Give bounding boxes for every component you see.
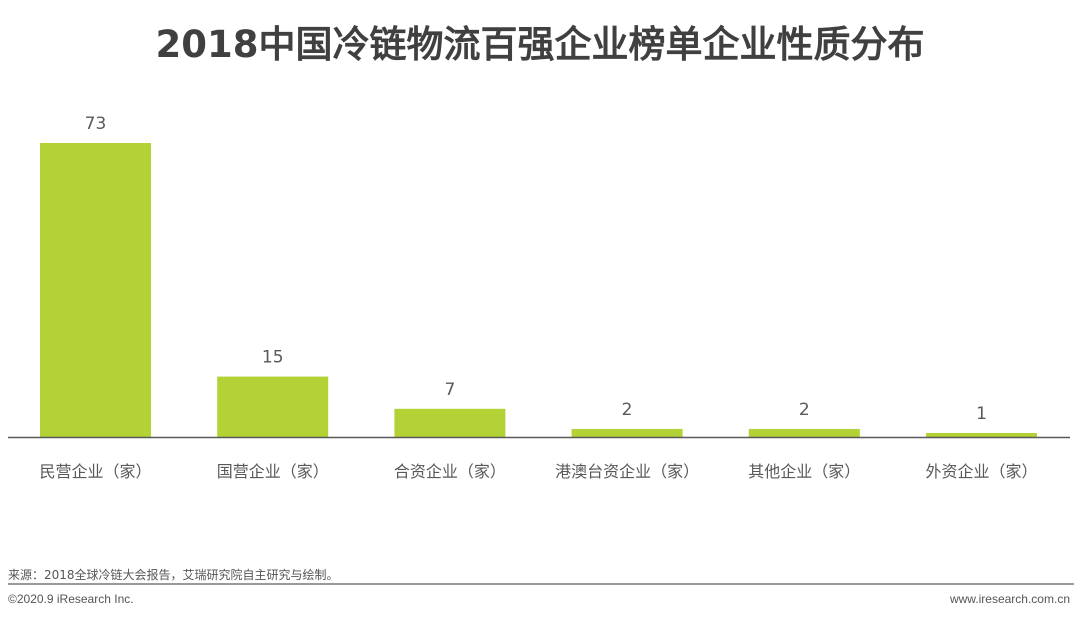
data-label: 15 bbox=[262, 348, 284, 368]
copyright: ©2020.9 iResearch Inc. bbox=[8, 592, 134, 606]
category-label: 港澳台资企业（家） bbox=[555, 462, 699, 481]
website-link[interactable]: www.iresearch.com.cn bbox=[949, 592, 1070, 606]
footer-divider bbox=[8, 583, 1074, 585]
category-label: 合资企业（家） bbox=[394, 462, 506, 481]
data-label: 2 bbox=[799, 400, 810, 420]
data-label: 7 bbox=[444, 380, 455, 400]
category-label: 外资企业（家） bbox=[925, 462, 1037, 481]
category-label: 其他企业（家） bbox=[748, 462, 860, 481]
bar bbox=[571, 428, 683, 437]
bar bbox=[40, 143, 151, 437]
source-note: 来源：2018全球冷链大会报告，艾瑞研究院自主研究与绘制。 bbox=[8, 568, 339, 582]
data-label: 1 bbox=[976, 404, 987, 424]
data-label: 2 bbox=[622, 400, 633, 420]
bar bbox=[748, 428, 860, 437]
bar bbox=[217, 376, 329, 437]
chart-title: 2018中国冷链物流百强企业榜单企业性质分布 bbox=[155, 23, 925, 66]
bar-chart: 73 民营企业（家） 15 国营企业（家） 7 合资企业（家） 2 港澳台资企业（家） 2 其他企… bbox=[8, 114, 1070, 481]
category-label: 民营企业（家） bbox=[39, 462, 151, 481]
bar bbox=[926, 432, 1037, 437]
data-label: 73 bbox=[85, 114, 107, 134]
category-label: 国营企业（家） bbox=[217, 462, 329, 481]
bar bbox=[394, 408, 506, 437]
